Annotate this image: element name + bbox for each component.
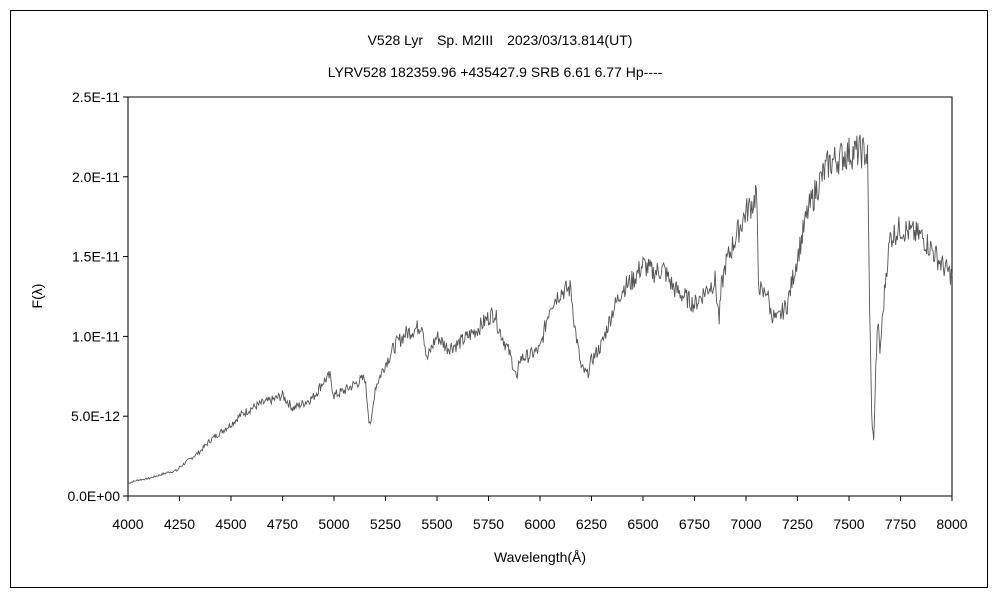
y-axis: 0.0E+00 5.0E-12 1.0E-11 1.5E-11 2.0E-11 2.5E-… [67, 89, 128, 504]
x-axis-label: Wavelength(Å) [494, 549, 586, 565]
x-tick-label: 5000 [318, 516, 349, 532]
y-tick-label: 1.0E-11 [72, 328, 120, 344]
series-group [127, 134, 953, 484]
x-tick-label: 4750 [267, 516, 298, 532]
chart-title: V528 Lyr Sp. M2III 2023/03/13.814(UT) [368, 32, 633, 48]
y-tick-label: 0.0E+00 [67, 488, 120, 504]
x-tick-label: 4250 [164, 516, 195, 532]
x-tick-label: 7500 [833, 516, 864, 532]
y-tick-label: 2.0E-11 [72, 169, 120, 185]
chart-subtitle: LYRV528 182359.96 +435427.9 SRB 6.61 6.7… [328, 64, 663, 80]
spectrum-line [127, 134, 953, 484]
chart-frame [10, 10, 988, 588]
y-tick-label: 1.5E-11 [72, 249, 120, 265]
x-tick-label: 5500 [421, 516, 452, 532]
x-tick-label: 6500 [627, 516, 658, 532]
x-tick-label: 8000 [936, 516, 967, 532]
x-tick-label: 6000 [524, 516, 555, 532]
x-tick-label: 6750 [679, 516, 710, 532]
y-axis-label: F(λ) [29, 284, 45, 309]
x-tick-label: 5750 [473, 516, 504, 532]
x-tick-label: 7750 [885, 516, 916, 532]
x-axis: 4000 4250 4500 4750 5000 5250 5500 5750 6000 6250… [112, 496, 968, 532]
x-tick-label: 5250 [370, 516, 401, 532]
x-tick-label: 7000 [730, 516, 761, 532]
x-tick-label: 4500 [215, 516, 246, 532]
x-tick-label: 6250 [576, 516, 607, 532]
y-tick-label: 2.5E-11 [72, 89, 120, 105]
plot-area [127, 96, 953, 497]
x-tick-label: 4000 [112, 516, 143, 532]
x-tick-label: 7250 [782, 516, 813, 532]
y-tick-label: 5.0E-12 [71, 408, 120, 424]
